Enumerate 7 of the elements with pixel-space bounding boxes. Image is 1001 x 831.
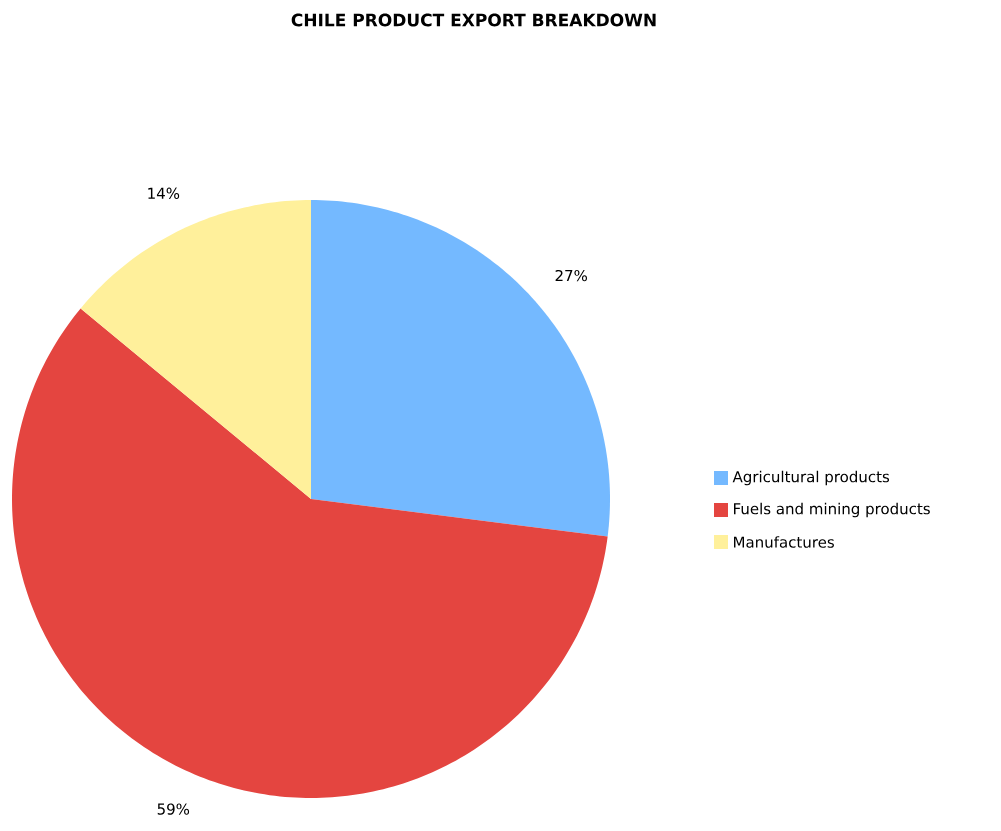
data-label: 14% bbox=[148, 187, 180, 199]
data-label: 27% bbox=[555, 269, 588, 282]
legend-label: Agricultural products bbox=[732, 470, 890, 486]
data-label: 59% bbox=[157, 803, 190, 815]
legend-label: Fuels and mining products bbox=[734, 502, 930, 518]
legend-label: Manufactures bbox=[734, 536, 834, 548]
chart-title: CHILE PRODUCT EXPORT BREAKDOWN bbox=[291, 13, 656, 27]
